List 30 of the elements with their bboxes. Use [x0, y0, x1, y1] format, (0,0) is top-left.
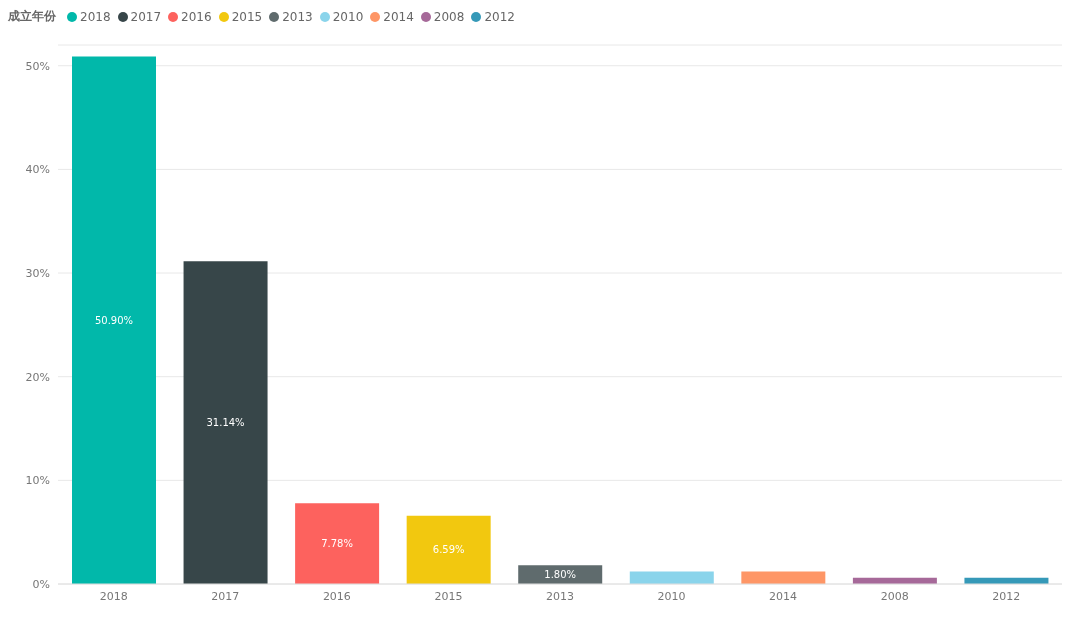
legend-label: 2008 [433, 9, 465, 24]
legend-label: 2014 [383, 9, 414, 24]
legend-label: 2013 [282, 9, 313, 24]
x-tick-label: 2017 [211, 589, 240, 603]
data-label: 50.90% [94, 314, 134, 326]
legend-title: 成立年份 [8, 8, 56, 25]
legend-label: 2012 [484, 9, 515, 24]
y-tick-label: 50% [25, 59, 50, 73]
legend-label: 2018 [80, 9, 111, 24]
y-tick-label: 30% [25, 266, 50, 280]
x-tick-label: 2010 [657, 589, 686, 603]
x-tick-label: 2008 [880, 589, 909, 603]
y-tick-label: 10% [25, 474, 50, 488]
data-label: 31.14% [206, 417, 245, 429]
x-tick-label: 2013 [546, 589, 574, 603]
x-tick-label: 2015 [434, 589, 463, 603]
y-tick-label: 40% [25, 163, 50, 177]
y-tick-label: 0% [32, 577, 50, 591]
x-tick-label: 2018 [99, 589, 128, 603]
legend-label: 2016 [181, 9, 212, 24]
x-tick-label: 2012 [992, 589, 1021, 603]
y-tick-label: 20% [25, 370, 50, 384]
x-tick-label: 2014 [769, 589, 798, 603]
x-tick-label: 2016 [322, 589, 351, 603]
data-label: 1.80% [544, 569, 577, 581]
data-label: 6.59% [432, 544, 465, 556]
legend-label: 2017 [130, 9, 162, 24]
data-label: 7.78% [321, 538, 353, 550]
legend-label: 2010 [332, 9, 364, 24]
legend-label: 2015 [231, 9, 263, 24]
